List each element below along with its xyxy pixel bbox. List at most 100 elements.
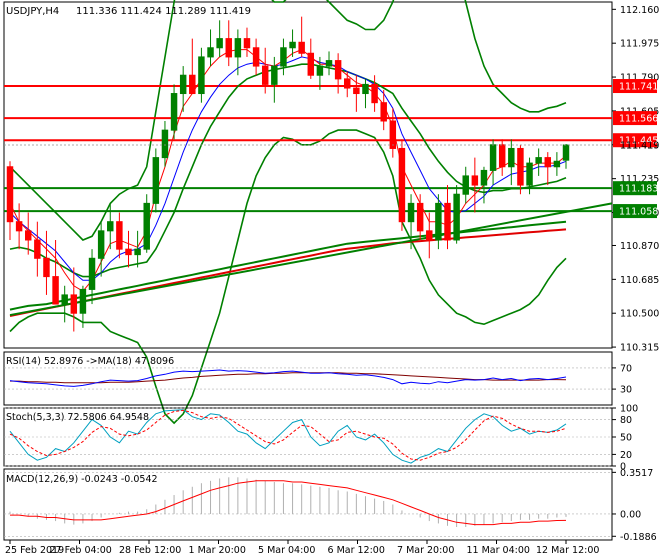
- candle-body: [307, 52, 315, 76]
- symbol-label: USDJPY,H4: [6, 6, 59, 17]
- y-tick-label: 0.3517: [620, 468, 653, 479]
- candle-body: [134, 248, 141, 256]
- y-tick-label: 110.500: [620, 309, 659, 320]
- level-tag: [613, 181, 657, 196]
- y-tick-label: -0.1886: [620, 532, 657, 543]
- candle-body: [271, 65, 278, 85]
- trendline: [9, 202, 613, 317]
- candle-body: [152, 157, 160, 204]
- candle-body: [170, 93, 178, 131]
- ma-mid-line: [9, 63, 567, 278]
- candle-body: [508, 147, 515, 168]
- candle-body: [380, 102, 387, 122]
- candle-body: [371, 83, 378, 104]
- candle-body: [544, 157, 552, 168]
- rsi-frame: [3, 351, 613, 406]
- candle-body: [325, 60, 333, 67]
- candle-body: [416, 202, 424, 232]
- candle-body: [43, 257, 50, 278]
- level-label: 111.566: [619, 114, 658, 125]
- level-label: 111.741: [619, 82, 658, 93]
- candle-body: [88, 257, 96, 290]
- x-tick-label: 1 Mar 20:00: [189, 545, 246, 556]
- candle-body: [316, 65, 324, 76]
- y-tick-label: 110.315: [620, 343, 659, 354]
- long-ma-green-line: [9, 220, 567, 311]
- y-tick-label: 111.235: [620, 174, 659, 185]
- candle-body: [535, 157, 542, 164]
- y-tick-label: 100: [620, 404, 638, 415]
- candle-body: [353, 87, 360, 95]
- x-tick-label: 28 Feb 12:00: [119, 545, 181, 556]
- y-tick-label: 111.975: [620, 39, 659, 50]
- y-tick-label: 110.870: [620, 241, 659, 252]
- candle-body: [553, 160, 561, 168]
- x-tick-label: 5 Mar 04:00: [258, 545, 315, 556]
- level-tag: [613, 79, 657, 94]
- level-tag: [613, 111, 657, 126]
- y-tick-label: 0: [620, 462, 626, 473]
- candle-body: [6, 166, 14, 223]
- y-tick-label: 110.685: [620, 275, 659, 286]
- candle-body: [462, 175, 469, 195]
- candle-body: [161, 129, 169, 159]
- candle-body: [252, 47, 260, 67]
- level-tag: [613, 133, 657, 148]
- candle-body: [426, 230, 433, 241]
- x-tick-label: 27 Feb 04:00: [50, 545, 112, 556]
- current-price-label: 111.419: [620, 140, 659, 151]
- ma-fast-line: [9, 49, 567, 292]
- candle-body: [34, 239, 41, 259]
- candle-body: [125, 248, 132, 256]
- level-label: 111.445: [619, 136, 658, 147]
- candle-body: [489, 144, 497, 171]
- macd-panel: 0.3517 0.00 -0.1886: [3, 468, 657, 543]
- candle-body: [243, 38, 251, 49]
- candle-body: [234, 38, 242, 58]
- candle-body: [179, 74, 187, 95]
- bollinger-upper-line: [9, 0, 567, 241]
- candle-body: [362, 83, 369, 95]
- y-tick-label: 0.00: [620, 509, 641, 520]
- candle-body: [52, 276, 59, 305]
- candle-body: [70, 294, 78, 314]
- level-tag: [613, 204, 657, 219]
- level-label: 111.183: [619, 184, 658, 195]
- x-tick-label: 12 Mar 12:00: [536, 545, 599, 556]
- candle-body: [261, 65, 269, 85]
- rsi-line: [9, 369, 567, 387]
- stoch-d-line: [9, 409, 567, 461]
- candle-body: [517, 147, 524, 186]
- candle-body: [61, 294, 68, 305]
- bollinger-lower-line: [9, 129, 567, 425]
- main-frame: [3, 1, 613, 349]
- rsi-header: RSI(14) 52.8976 ->MA(18) 47.8096: [6, 356, 174, 367]
- candle-body: [225, 38, 232, 58]
- x-tick-label: 6 Mar 12:00: [328, 545, 385, 556]
- y-tick-label: 20: [620, 450, 632, 461]
- y-tick-label: 80: [620, 415, 632, 426]
- candle-body: [398, 147, 406, 223]
- candle-body: [526, 162, 533, 186]
- level-label: 111.058: [619, 207, 658, 218]
- candle-body: [562, 144, 570, 161]
- y-tick-label: 112.160: [620, 5, 659, 16]
- candle-body: [97, 230, 105, 259]
- candle-body: [435, 202, 442, 241]
- candle-body: [298, 41, 305, 54]
- rsi-panel: 70 30: [3, 351, 632, 406]
- candle-body: [471, 175, 479, 186]
- stoch-header: Stoch(5,3,3) 72.5806 64.9548: [6, 412, 149, 423]
- candle-body: [116, 221, 123, 250]
- y-tick-label: 30: [620, 385, 632, 396]
- candle-body: [24, 230, 32, 241]
- macd-header: MACD(12,26,9) -0.0243 -0.0542: [6, 474, 158, 485]
- candle-body: [334, 60, 342, 80]
- candle-body: [444, 202, 451, 241]
- macd-frame: [3, 468, 613, 541]
- main-price-panel: 112.160111.975111.790111.605111.420111.2…: [3, 0, 659, 425]
- x-tick-label: 25 Feb 2019: [5, 545, 64, 556]
